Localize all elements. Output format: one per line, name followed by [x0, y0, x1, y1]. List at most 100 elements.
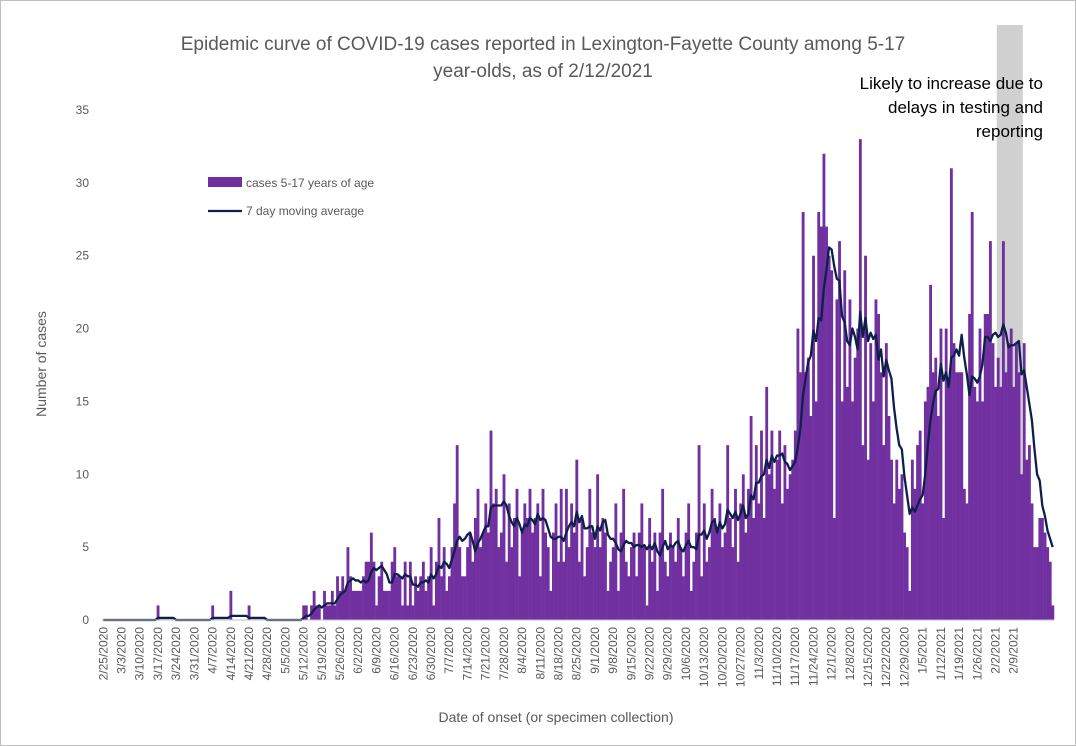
bar	[460, 576, 464, 620]
bar	[676, 518, 680, 620]
bar	[591, 532, 594, 620]
x-tick-label: 6/30/2020	[424, 627, 438, 681]
x-tick-label: 8/25/2020	[570, 627, 584, 681]
y-axis-label: Number of cases	[33, 311, 49, 417]
bar	[505, 561, 509, 620]
bar	[541, 488, 545, 620]
bar	[817, 212, 821, 620]
bar	[362, 576, 365, 620]
bar	[528, 488, 532, 620]
bar	[653, 532, 657, 620]
x-tick-label: 3/24/2020	[169, 627, 183, 681]
bar	[663, 561, 667, 620]
x-tick-label: 8/11/2020	[533, 627, 547, 680]
bar	[806, 357, 810, 620]
bar	[944, 328, 948, 620]
bar	[786, 488, 789, 620]
bar	[890, 459, 893, 620]
bar	[744, 532, 748, 620]
bar	[960, 372, 964, 620]
x-tick-label: 6/2/2020	[351, 627, 365, 674]
y-tick-label: 5	[82, 540, 89, 554]
bar	[903, 532, 906, 620]
bar	[773, 488, 776, 620]
bar	[687, 503, 691, 620]
bar	[382, 590, 386, 620]
x-tick-label: 3/10/2020	[133, 627, 147, 681]
bar	[1017, 372, 1021, 620]
bar	[463, 576, 467, 620]
bar	[801, 212, 805, 620]
bar	[770, 430, 774, 620]
x-tick-label: 4/21/2020	[242, 627, 256, 681]
bar	[445, 590, 449, 620]
bar	[520, 532, 524, 620]
bar	[926, 386, 930, 620]
legend-bar-label: cases 5-17 years of age	[246, 176, 374, 190]
x-tick-label: 7/28/2020	[497, 627, 511, 681]
bar	[835, 299, 839, 620]
x-tick-label: 10/6/2020	[679, 627, 693, 681]
bar	[349, 576, 352, 620]
bar	[812, 255, 815, 620]
bar	[947, 386, 951, 620]
bar	[637, 532, 641, 620]
legend-bar-swatch	[208, 177, 242, 187]
bar	[453, 503, 456, 620]
bar	[533, 518, 537, 620]
bar	[315, 605, 319, 620]
bar	[1043, 532, 1047, 620]
bar	[450, 547, 454, 620]
bar	[1025, 459, 1029, 620]
x-tick-label: 6/9/2020	[369, 627, 383, 674]
bar	[398, 576, 402, 620]
legend: cases 5-17 years of age 7 day moving ave…	[208, 176, 374, 218]
y-tick-label: 0	[82, 613, 89, 627]
bar	[515, 488, 519, 620]
bar	[952, 343, 956, 620]
bar	[965, 503, 969, 620]
bar	[585, 547, 589, 620]
bar	[497, 547, 501, 620]
annotation-line1: Likely to increase due to	[860, 74, 1043, 93]
bar	[617, 590, 620, 620]
bar	[1051, 605, 1055, 620]
bar	[622, 488, 626, 620]
bar	[440, 576, 443, 620]
bar	[1038, 518, 1042, 620]
bar	[970, 212, 974, 620]
bar	[843, 270, 847, 620]
bar	[395, 576, 399, 620]
bar	[536, 503, 540, 620]
x-tick-label: 6/23/2020	[406, 627, 420, 681]
bar	[1004, 372, 1008, 620]
bar	[942, 518, 945, 620]
bar	[910, 459, 914, 620]
bar	[721, 547, 724, 620]
bar	[1027, 445, 1031, 620]
bar	[328, 605, 332, 620]
bar	[369, 532, 373, 620]
x-tick-label: 4/14/2020	[224, 627, 238, 681]
bar	[832, 518, 836, 620]
bar	[999, 386, 1003, 620]
bar	[546, 547, 550, 620]
bar	[929, 284, 932, 620]
bar	[372, 561, 376, 620]
x-tick-label: 8/18/2020	[552, 627, 566, 681]
bar	[429, 547, 433, 620]
bar	[856, 328, 860, 620]
bar	[583, 576, 587, 620]
bar	[1022, 343, 1026, 620]
bar	[767, 474, 771, 620]
bar	[502, 474, 506, 620]
bar	[624, 561, 628, 620]
bar	[809, 416, 813, 620]
x-tick-label: 12/15/2020	[861, 627, 875, 687]
x-tick-label: 9/1/2020	[588, 627, 602, 674]
bar	[343, 590, 347, 620]
bar	[377, 576, 381, 620]
bar	[895, 459, 899, 620]
bar	[486, 532, 490, 620]
